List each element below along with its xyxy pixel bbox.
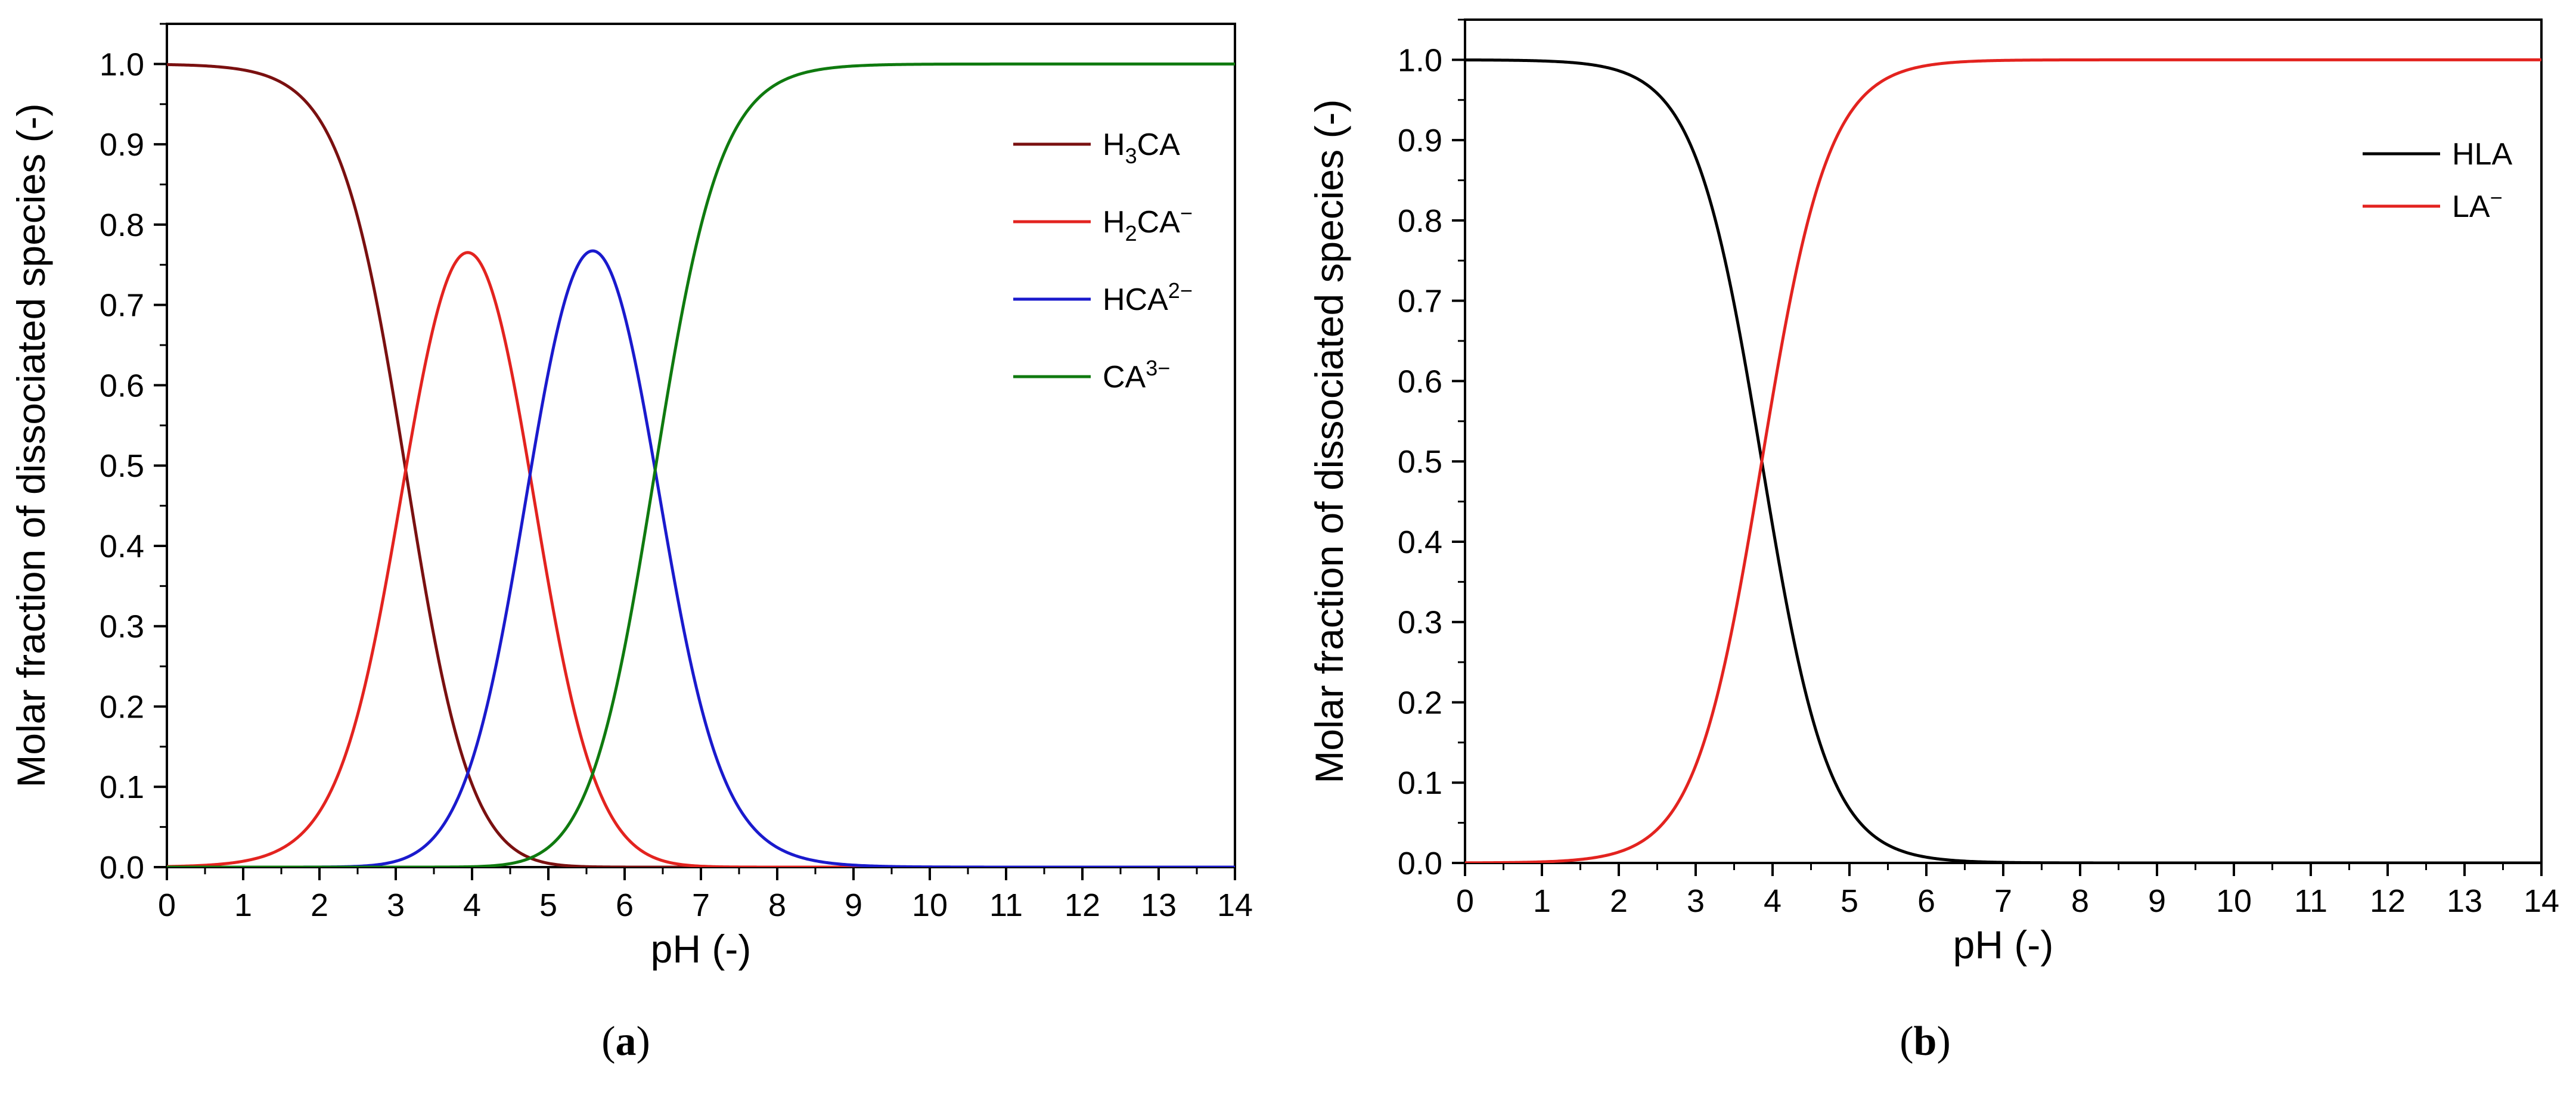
x-tick-label: 3 (387, 887, 405, 923)
y-tick-label: 1.0 (1398, 42, 1442, 78)
y-tick-label: 0.8 (100, 207, 144, 243)
x-tick-label: 10 (2216, 883, 2252, 919)
y-tick-label: 0.7 (1398, 284, 1442, 319)
legend-label: HCA2− (1103, 278, 1193, 317)
y-tick-label: 0.3 (100, 609, 144, 645)
series-line-ca3 (167, 62, 1235, 867)
x-tick-label: 12 (1064, 887, 1100, 923)
x-axis: 0 1 2 3 4 5 6 7 8 9 10 11 12 13 14 (1456, 863, 2559, 919)
x-tick-label: 4 (1764, 883, 1782, 919)
chart-panel-b: 0 1 2 3 4 5 6 7 8 9 10 11 12 13 140.00.10.20.30.40.50.… (1307, 18, 2559, 1064)
x-tick-label: 0 (1456, 883, 1474, 919)
series-line-hca2 (167, 249, 1235, 867)
x-axis-title: pH (-) (1953, 923, 2054, 967)
x-tick-label: 14 (2524, 883, 2559, 919)
x-tick-label: 8 (768, 887, 786, 923)
x-axis: 0 1 2 3 4 5 6 7 8 9 10 11 12 13 14 (158, 867, 1253, 923)
x-tick-label: 5 (1841, 883, 1858, 919)
y-tick-label: 0.2 (1398, 685, 1442, 721)
y-tick-label: 0.0 (1398, 846, 1442, 881)
y-axis-title: Molar fraction of dissociated species (-… (9, 103, 53, 787)
x-tick-label: 1 (1533, 883, 1551, 919)
x-tick-label: 12 (2370, 883, 2406, 919)
y-tick-label: 1.0 (100, 46, 144, 82)
y-tick-label: 0.6 (1398, 364, 1442, 399)
x-tick-label: 8 (2071, 883, 2089, 919)
x-tick-label: 13 (2447, 883, 2482, 919)
x-tick-label: 13 (1141, 887, 1177, 923)
y-tick-label: 0.1 (100, 769, 144, 805)
legend-label: H3CA (1103, 128, 1180, 168)
plot-frame (1464, 18, 2543, 864)
x-tick-label: 7 (692, 887, 710, 923)
y-tick-label: 0.2 (100, 689, 144, 725)
y-axis: 0.0 0.1 0.2 0.3 0.4 0.5 0.6 0.7 0.8 0.9 1.0 (1398, 18, 1465, 881)
x-tick-label: 11 (989, 887, 1023, 923)
x-tick-label: 1 (234, 887, 252, 923)
y-tick-label: 0.8 (1398, 203, 1442, 239)
chart-panel-a: 0 1 2 3 4 5 6 7 8 9 10 11 12 13 140.00.10.20.30.40.50.… (9, 23, 1253, 1064)
x-tick-label: 0 (158, 887, 176, 923)
series-line-h2ca (167, 251, 1235, 867)
y-tick-label: 0.6 (100, 368, 144, 403)
x-axis-title: pH (-) (651, 927, 752, 971)
legend-label: HLA (2452, 137, 2512, 172)
legend-label: LA− (2452, 185, 2503, 224)
y-tick-label: 0.5 (100, 448, 144, 484)
y-tick-label: 0.4 (100, 529, 144, 564)
y-tick-label: 0.4 (1398, 524, 1442, 560)
series-curves (1465, 58, 2541, 863)
legend-label: CA3− (1103, 356, 1170, 395)
plot-frame (166, 23, 1236, 868)
x-tick-label: 4 (463, 887, 481, 923)
y-tick-label: 0.7 (100, 288, 144, 324)
x-tick-label: 2 (311, 887, 328, 923)
panel-label: (a) (601, 1019, 650, 1064)
y-tick-label: 0.0 (100, 850, 144, 886)
x-tick-label: 14 (1217, 887, 1253, 923)
x-tick-label: 9 (845, 887, 862, 923)
y-axis-title: Molar fraction of dissociated species (-… (1307, 99, 1351, 783)
x-tick-label: 9 (2148, 883, 2166, 919)
series-curves (167, 62, 1235, 867)
legend: HLA LA− (2363, 137, 2512, 224)
x-tick-label: 6 (1917, 883, 1935, 919)
y-tick-label: 0.9 (100, 127, 144, 163)
legend-label: H2CA− (1103, 201, 1193, 246)
x-tick-label: 6 (616, 887, 634, 923)
x-tick-label: 11 (2294, 883, 2327, 919)
x-tick-label: 10 (912, 887, 948, 923)
y-tick-label: 0.5 (1398, 444, 1442, 480)
legend: H3CA H2CA− HCA2− CA3− (1013, 128, 1193, 395)
series-line-hla (1465, 58, 2541, 863)
x-tick-label: 2 (1610, 883, 1628, 919)
y-tick-label: 0.3 (1398, 605, 1442, 641)
series-line-la (1465, 58, 2541, 863)
y-tick-label: 0.1 (1398, 765, 1442, 801)
panel-label: (b) (1900, 1019, 1951, 1064)
x-tick-label: 7 (1994, 883, 2012, 919)
series-line-h3ca (167, 63, 1235, 867)
x-tick-label: 5 (539, 887, 557, 923)
y-tick-label: 0.9 (1398, 123, 1442, 159)
y-axis: 0.0 0.1 0.2 0.3 0.4 0.5 0.6 0.7 0.8 0.9 1.0 (100, 23, 167, 886)
x-tick-label: 3 (1687, 883, 1705, 919)
